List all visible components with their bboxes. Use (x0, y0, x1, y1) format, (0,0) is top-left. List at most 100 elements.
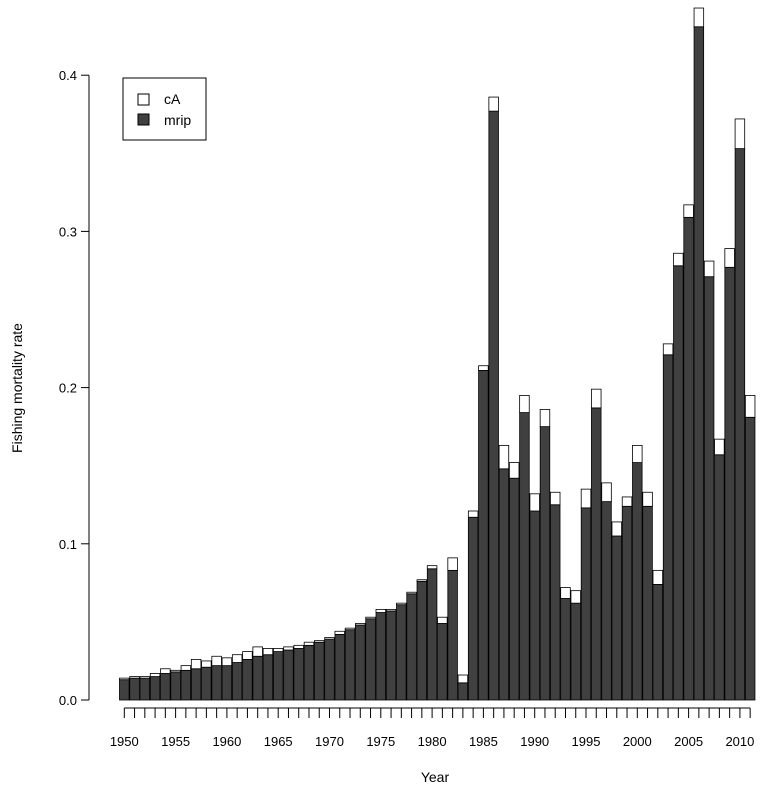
bar-ca-1957 (190, 658, 202, 670)
bar-mrip-2010 (734, 148, 746, 701)
bar-ca-2010 (734, 118, 746, 150)
x-tick-label: 1960 (212, 734, 241, 749)
bar-ca-1990 (529, 493, 540, 512)
bar-mrip-2011 (744, 416, 756, 701)
bar-mrip-1972 (344, 629, 356, 701)
x-tick-label: 1975 (366, 734, 395, 749)
bar-mrip-1975 (375, 612, 387, 701)
bar-mrip-1955 (170, 671, 181, 701)
bar-ca-2009 (724, 248, 735, 268)
bar-mrip-1999 (621, 505, 633, 701)
bar-mrip-1973 (355, 624, 366, 701)
bar-mrip-2003 (662, 354, 674, 701)
bar-ca-1954 (160, 668, 171, 674)
legend: cA mrip (122, 77, 207, 141)
bar-mrip-1953 (149, 676, 161, 701)
bar-ca-1964 (262, 648, 274, 656)
bar-ca-1981 (437, 616, 448, 624)
y-tick-label: 0.0 (59, 693, 77, 708)
bar-ca-1956 (180, 665, 192, 671)
bar-ca-1993 (560, 587, 571, 599)
bar-mrip-1995 (580, 507, 592, 701)
x-tick-label: 2000 (623, 734, 652, 749)
bar-mrip-1983 (457, 682, 469, 701)
bar-mrip-1954 (160, 673, 171, 701)
bar-mrip-1952 (139, 677, 151, 701)
bar-mrip-1984 (467, 516, 479, 701)
bar-mrip-2001 (642, 505, 653, 701)
bar-ca-1978 (406, 591, 417, 595)
bar-ca-1980 (426, 565, 438, 570)
x-axis-title: Year (421, 769, 450, 785)
bar-mrip-1956 (180, 669, 192, 701)
y-tick-label: 0.1 (59, 537, 77, 552)
bar-mrip-1997 (601, 501, 612, 701)
bar-ca-1971 (334, 630, 345, 635)
bar-mrip-1970 (324, 638, 335, 701)
x-axis: 1950 1955 1960 1965 1970 1975 1980 1985 1990 1995… (110, 707, 754, 749)
bar-mrip-2000 (632, 462, 643, 701)
bar-ca-1985 (478, 365, 489, 371)
bar-ca-1965 (272, 648, 284, 652)
bar-mrip-2007 (703, 276, 715, 701)
bar-mrip-1990 (529, 510, 540, 701)
bar-ca-1979 (416, 579, 428, 582)
bar-ca-1967 (293, 644, 304, 649)
x-tick-label: 2010 (725, 734, 754, 749)
legend-swatch-mrip (137, 113, 150, 126)
bar-ca-1975 (375, 609, 387, 613)
bar-ca-1994 (570, 590, 581, 604)
bar-ca-1974 (365, 616, 376, 620)
x-tick-label: 1985 (469, 734, 498, 749)
bar-ca-1968 (303, 641, 315, 646)
bar-mrip-1962 (242, 658, 253, 701)
legend-swatch-ca (137, 93, 150, 106)
bar-ca-1986 (488, 96, 499, 112)
bar-mrip-1960 (221, 665, 233, 701)
bar-ca-1960 (221, 657, 233, 667)
bar-mrip-1971 (334, 634, 345, 701)
bar-mrip-2004 (673, 265, 684, 701)
bar-ca-1988 (508, 462, 520, 479)
bar-mrip-1993 (560, 598, 571, 701)
bar-mrip-1987 (498, 468, 510, 701)
bar-mrip-1961 (231, 662, 243, 701)
bar-ca-2004 (673, 252, 684, 267)
bar-mrip-2006 (693, 26, 705, 701)
bar-mrip-1982 (447, 569, 458, 701)
bar-ca-1963 (252, 646, 263, 657)
bar-mrip-1996 (591, 407, 602, 701)
bar-mrip-1991 (539, 426, 551, 701)
bar-ca-1959 (211, 655, 222, 667)
bar-ca-2007 (703, 260, 715, 278)
x-tick-label: 2005 (674, 734, 703, 749)
bar-mrip-1965 (272, 651, 284, 701)
bar-mrip-1976 (385, 610, 397, 701)
bar-mrip-1978 (406, 593, 417, 701)
bar-mrip-1974 (365, 618, 376, 701)
bar-mrip-1989 (519, 412, 530, 701)
bar-mrip-1950 (119, 679, 130, 701)
bar-mrip-1959 (211, 665, 222, 701)
bars-layer (119, 7, 756, 701)
bar-mrip-1988 (508, 477, 520, 701)
bar-mrip-1964 (262, 654, 274, 701)
bar-mrip-1969 (314, 641, 325, 701)
bar-ca-2011 (744, 395, 756, 418)
bar-mrip-2002 (652, 584, 664, 701)
bar-ca-1991 (539, 409, 551, 428)
y-tick-label: 0.3 (59, 224, 77, 239)
x-tick-label: 1950 (110, 734, 139, 749)
bar-ca-1976 (385, 609, 397, 612)
bar-ca-1998 (611, 521, 622, 537)
x-tick-label: 1995 (572, 734, 601, 749)
bar-ca-2002 (652, 569, 664, 585)
bar-mrip-1963 (252, 655, 263, 701)
bar-ca-1958 (201, 660, 212, 668)
legend-box (122, 77, 207, 141)
bar-ca-1995 (580, 488, 592, 509)
bar-ca-1961 (231, 654, 243, 663)
bar-ca-1987 (498, 444, 510, 470)
bar-ca-2000 (632, 444, 643, 463)
